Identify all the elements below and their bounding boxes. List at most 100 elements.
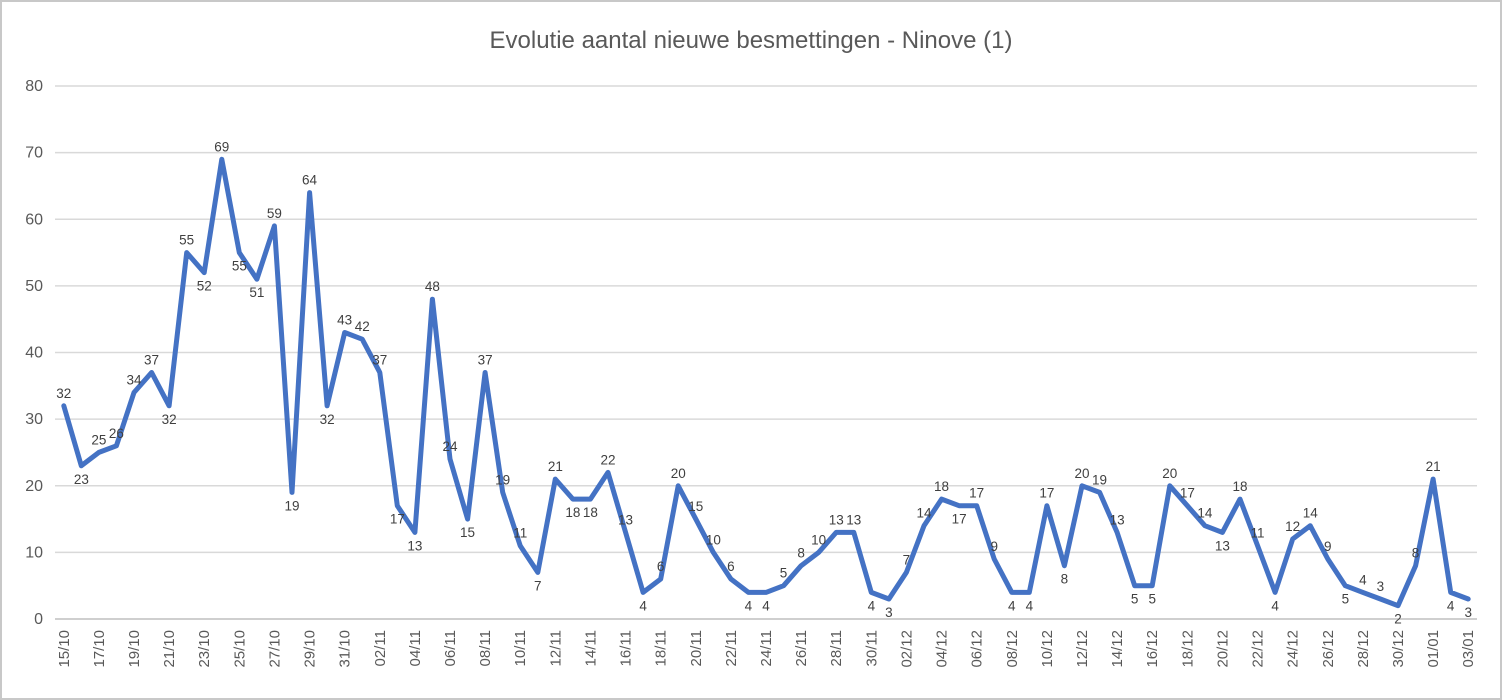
gridlines — [55, 85, 1477, 554]
data-label: 4 — [639, 598, 647, 613]
data-label: 14 — [1197, 506, 1213, 521]
data-label: 5 — [1131, 592, 1139, 607]
x-tick-label: 30/11 — [863, 630, 880, 666]
data-label: 55 — [179, 233, 194, 248]
x-tick-label: 21/10 — [161, 630, 178, 668]
data-label: 69 — [214, 139, 229, 154]
data-label: 4 — [1359, 572, 1367, 587]
data-label: 4 — [1271, 598, 1279, 613]
data-label: 5 — [1342, 592, 1350, 607]
x-tick-label: 24/12 — [1285, 630, 1302, 668]
data-label: 7 — [903, 552, 911, 567]
data-label: 25 — [91, 432, 106, 447]
data-label: 64 — [302, 173, 318, 188]
x-axis-labels: 15/10 17/10 19/10 21/10 23/10 25/10 27/10 29/10… — [56, 630, 1477, 668]
x-tick-label: 08/11 — [477, 630, 494, 666]
y-tick-label: 50 — [25, 278, 43, 295]
data-label: 32 — [162, 412, 177, 427]
x-tick-label: 16/11 — [618, 630, 635, 666]
data-label: 17 — [1180, 486, 1195, 501]
data-label: 17 — [390, 512, 405, 527]
data-label: 18 — [565, 505, 580, 520]
x-tick-label: 01/01 — [1425, 630, 1442, 668]
data-label: 19 — [284, 498, 299, 513]
x-tick-label: 12/12 — [1074, 630, 1091, 668]
data-label: 13 — [1110, 512, 1125, 527]
data-label: 13 — [829, 512, 844, 527]
data-label: 43 — [337, 313, 352, 328]
data-label: 14 — [916, 506, 932, 521]
x-tick-label: 20/11 — [688, 630, 705, 666]
data-label: 32 — [320, 412, 335, 427]
x-tick-label: 25/10 — [231, 630, 248, 668]
x-tick-label: 16/12 — [1144, 630, 1161, 668]
y-tick-label: 80 — [25, 78, 43, 95]
x-tick-label: 14/12 — [1109, 630, 1126, 668]
y-tick-label: 60 — [25, 211, 43, 228]
data-label: 34 — [126, 372, 142, 387]
x-tick-label: 30/12 — [1390, 630, 1407, 668]
data-label: 2 — [1394, 612, 1402, 627]
y-axis-labels: 0 10 20 30 40 50 60 70 80 — [25, 78, 43, 628]
x-tick-label: 22/11 — [723, 630, 740, 666]
data-label: 12 — [1285, 519, 1300, 534]
data-label: 10 — [706, 532, 721, 547]
data-label: 51 — [249, 285, 264, 300]
data-series — [61, 156, 1471, 609]
data-label: 22 — [600, 452, 615, 467]
x-tick-label: 20/12 — [1214, 630, 1231, 668]
data-label: 7 — [534, 578, 542, 593]
data-label: 15 — [688, 499, 703, 514]
x-tick-label: 03/01 — [1460, 630, 1477, 668]
x-tick-label: 08/12 — [1004, 630, 1021, 668]
x-tick-label: 28/11 — [828, 630, 845, 666]
x-tick-label: 02/11 — [372, 630, 389, 666]
x-tick-label: 15/10 — [56, 630, 73, 668]
data-label: 37 — [372, 352, 387, 367]
data-label: 3 — [1464, 605, 1472, 620]
y-tick-label: 10 — [25, 544, 43, 561]
data-label: 42 — [355, 319, 370, 334]
x-tick-label: 04/12 — [934, 630, 951, 668]
data-label: 15 — [460, 525, 475, 540]
data-label: 26 — [109, 426, 124, 441]
y-tick-label: 70 — [25, 145, 43, 162]
x-tick-label: 17/10 — [91, 630, 108, 668]
data-label: 13 — [1215, 538, 1230, 553]
data-label: 20 — [1162, 466, 1177, 481]
x-tick-label: 19/10 — [126, 630, 143, 668]
data-label: 4 — [745, 598, 753, 613]
data-label: 19 — [495, 472, 510, 487]
data-label: 17 — [969, 486, 984, 501]
data-label: 37 — [144, 352, 159, 367]
data-label: 37 — [478, 352, 493, 367]
data-label: 8 — [797, 546, 805, 561]
x-tick-label: 18/11 — [653, 630, 670, 666]
data-label: 5 — [780, 566, 788, 581]
data-label: 18 — [934, 479, 949, 494]
data-label: 20 — [671, 466, 686, 481]
data-label: 19 — [1092, 472, 1107, 487]
data-label: 17 — [952, 512, 967, 527]
x-tick-label: 18/12 — [1179, 630, 1196, 668]
data-label: 18 — [583, 505, 598, 520]
data-label: 13 — [846, 512, 861, 527]
x-tick-label: 27/10 — [266, 630, 283, 668]
data-label: 10 — [811, 532, 826, 547]
x-tick-label: 23/10 — [196, 630, 213, 668]
data-label: 4 — [1447, 598, 1455, 613]
x-tick-label: 24/11 — [758, 630, 775, 666]
data-label: 3 — [1377, 579, 1385, 594]
data-label: 13 — [407, 538, 422, 553]
data-label: 21 — [548, 459, 563, 474]
x-tick-label: 28/12 — [1355, 630, 1372, 668]
y-tick-label: 0 — [34, 611, 43, 628]
x-tick-label: 26/12 — [1320, 630, 1337, 668]
data-label: 18 — [1232, 479, 1247, 494]
data-label: 6 — [727, 559, 735, 574]
data-label: 11 — [1251, 526, 1265, 541]
x-tick-label: 31/10 — [337, 630, 354, 668]
data-label: 52 — [197, 279, 212, 294]
